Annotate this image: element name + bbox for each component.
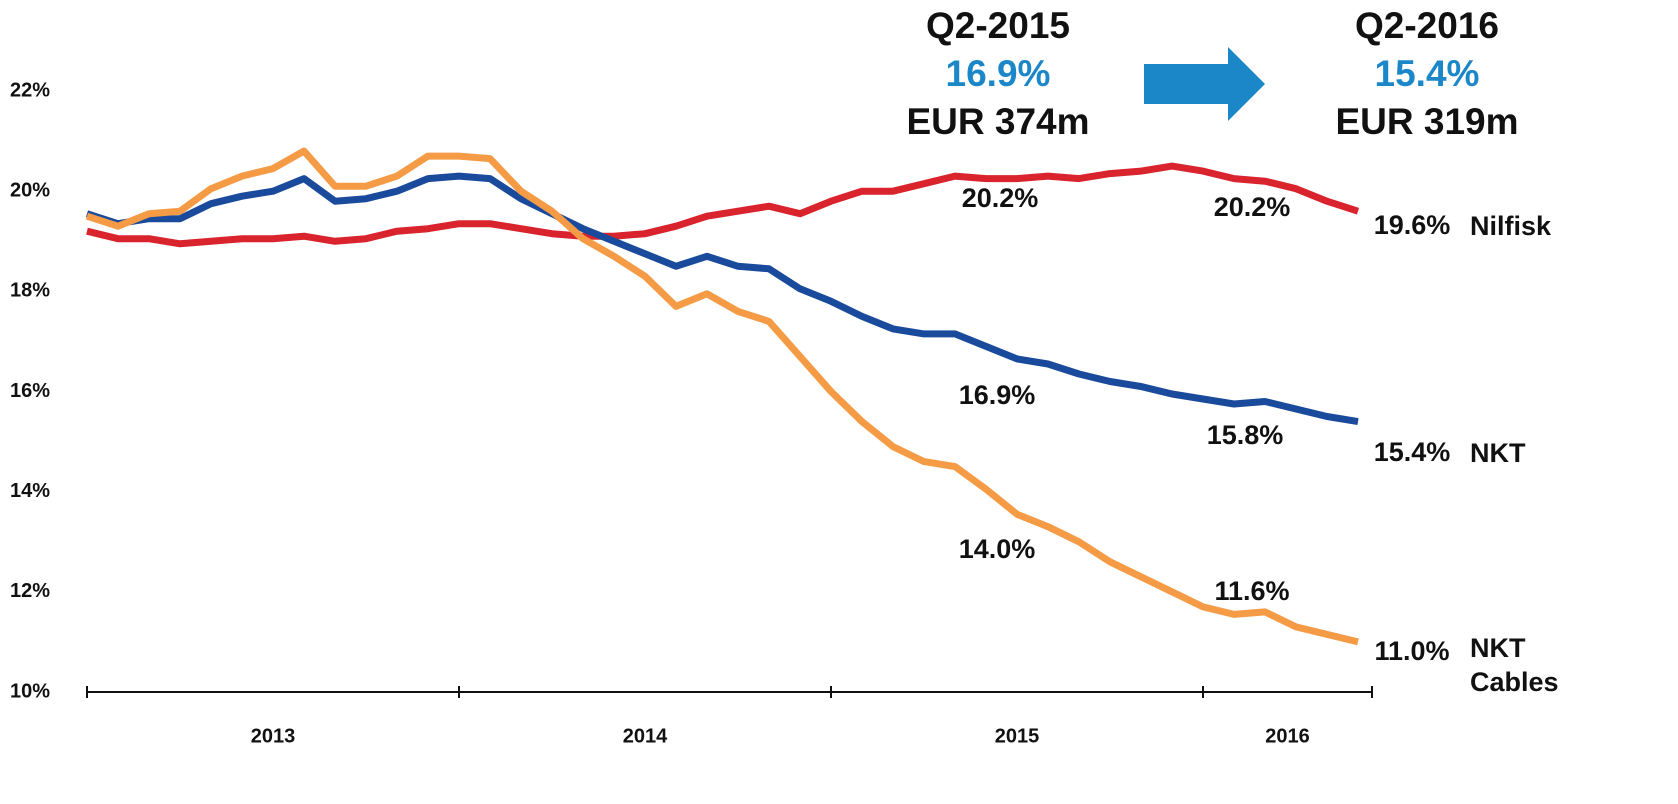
y-tick-label: 16%	[10, 380, 50, 402]
header-amount: EUR 374m	[906, 101, 1089, 142]
data-label: 14.0%	[959, 534, 1036, 564]
series-name: NKT Cables	[1470, 633, 1559, 697]
series-line	[86, 162, 1360, 248]
data-label: 20.2%	[1214, 192, 1291, 222]
header-period: Q2-2015	[926, 5, 1070, 46]
y-tick-label: 22%	[10, 79, 50, 101]
y-tick-label: 10%	[10, 680, 50, 702]
arrow	[1144, 47, 1265, 121]
data-label: 20.2%	[962, 183, 1039, 213]
series-name: NKT	[1470, 438, 1526, 468]
y-tick-label: 14%	[10, 480, 50, 502]
data-label: 15.8%	[1207, 420, 1284, 450]
data-label: 11.6%	[1214, 576, 1289, 606]
x-tick-label: 2014	[623, 725, 668, 747]
y-tick-label: 20%	[10, 179, 50, 201]
header-margin: 16.9%	[946, 53, 1051, 94]
data-label: 15.4%	[1374, 437, 1451, 467]
x-tick-label: 2013	[251, 725, 296, 747]
data-label: 11.0%	[1374, 636, 1449, 666]
data-label: 16.9%	[959, 380, 1036, 410]
series-line	[85, 172, 1359, 426]
header-margin: 15.4%	[1375, 53, 1480, 94]
x-tick-label: 2015	[995, 725, 1040, 747]
data-label: 19.6%	[1374, 210, 1451, 240]
header-period: Q2-2016	[1355, 5, 1499, 46]
series-name: Nilfisk	[1470, 211, 1552, 241]
series-line	[85, 147, 1359, 646]
x-tick-label: 2016	[1265, 725, 1310, 747]
y-tick-label: 12%	[10, 580, 50, 602]
y-tick-label: 18%	[10, 280, 50, 302]
header-amount: EUR 319m	[1335, 101, 1518, 142]
